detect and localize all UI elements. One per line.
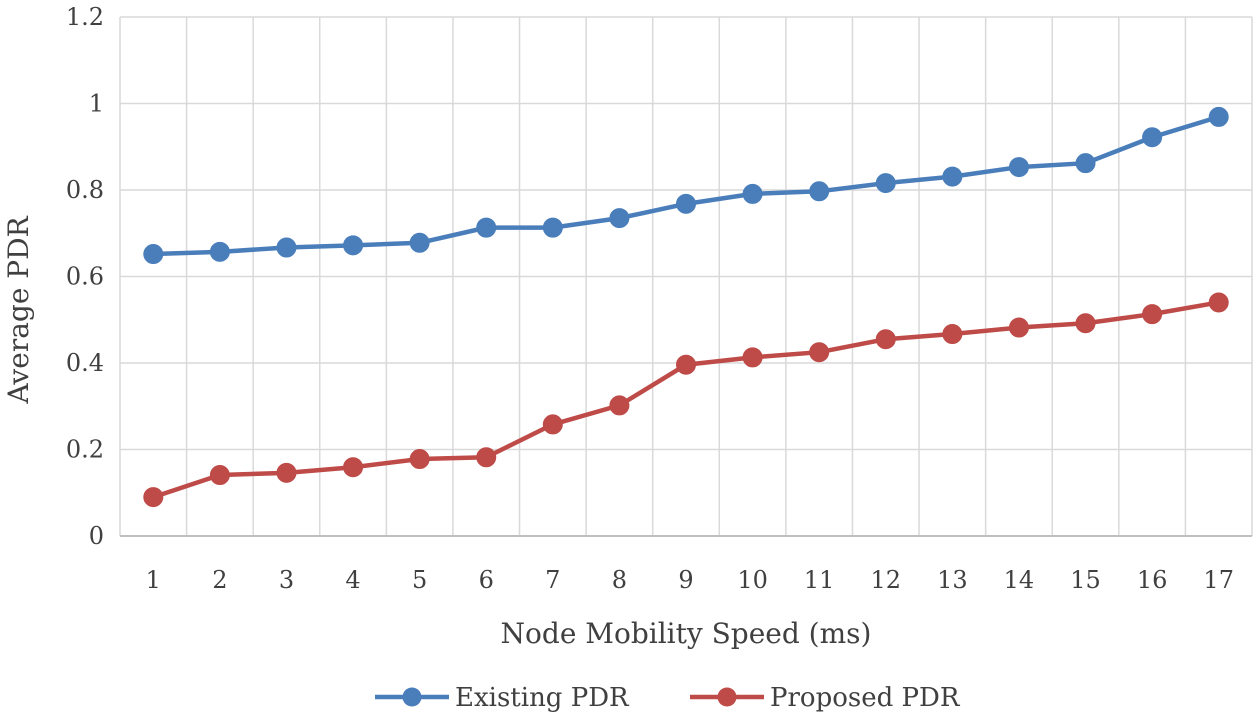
data-point [1008, 157, 1029, 178]
series-layer [143, 106, 1229, 508]
x-tick-label: 10 [737, 566, 768, 594]
x-tick-label: 6 [479, 566, 494, 594]
data-point [1008, 317, 1029, 338]
x-tick-label: 4 [345, 566, 360, 594]
data-point [809, 181, 830, 202]
y-axis-ticks: 0 0.2 0.4 0.6 0.8 1 1.2 [66, 3, 104, 550]
data-point [875, 173, 896, 194]
data-point [609, 395, 630, 416]
legend-label: Existing PDR [455, 683, 630, 713]
series-line [152, 300, 1220, 500]
series-line [153, 114, 1220, 257]
data-point [209, 465, 230, 486]
data-point [1075, 153, 1096, 174]
x-tick-label: 9 [678, 566, 693, 594]
data-point [542, 217, 563, 238]
data-point [542, 414, 563, 435]
data-point [409, 449, 430, 470]
x-tick-label: 17 [1203, 566, 1234, 594]
data-point [1208, 106, 1229, 127]
y-tick-label: 0.2 [66, 436, 104, 464]
data-point [343, 235, 364, 256]
x-axis-title: Node Mobility Speed (ms) [501, 617, 872, 650]
x-tick-label: 16 [1137, 566, 1168, 594]
data-point [676, 193, 696, 214]
data-point [1208, 292, 1229, 313]
x-tick-label: 3 [279, 566, 294, 594]
data-point [742, 347, 763, 368]
y-tick-label: 0 [89, 522, 104, 550]
data-point [1142, 304, 1163, 325]
x-tick-label: 13 [937, 566, 968, 594]
x-tick-label: 12 [870, 566, 901, 594]
data-point [609, 208, 630, 229]
data-point [942, 166, 963, 187]
legend-item: Proposed PDR [690, 683, 961, 713]
y-tick-label: 0.6 [66, 263, 104, 291]
data-point [1142, 127, 1163, 148]
legend-marker [717, 687, 737, 707]
x-tick-label: 7 [545, 566, 560, 594]
y-axis-title: Average PDR [2, 215, 35, 404]
x-tick-label: 5 [412, 566, 427, 594]
x-tick-label: 15 [1070, 566, 1101, 594]
data-point [942, 324, 963, 345]
data-point [276, 237, 297, 258]
x-tick-label: 11 [804, 566, 835, 594]
legend: Existing PDR Proposed PDR [375, 683, 961, 713]
legend-marker [402, 687, 422, 707]
series-proposed-pdr [143, 292, 1229, 508]
data-point [476, 217, 497, 238]
y-tick-label: 1 [89, 90, 104, 118]
data-point [809, 342, 830, 363]
y-tick-label: 1.2 [66, 3, 104, 31]
legend-item: Existing PDR [375, 683, 630, 713]
data-point [209, 241, 230, 262]
x-axis-ticks: 1 2 3 4 5 6 7 8 9 10 11 12 13 14 15 16 17 [146, 566, 1234, 594]
x-tick-label: 2 [212, 566, 227, 594]
data-point [276, 462, 297, 483]
legend-label: Proposed PDR [770, 683, 961, 713]
grid [119, 16, 1253, 537]
data-point [143, 487, 164, 508]
y-tick-label: 0.4 [66, 349, 104, 377]
series-existing-pdr [143, 106, 1229, 265]
data-point [476, 447, 497, 468]
y-tick-label: 0.8 [66, 176, 104, 204]
x-tick-label: 8 [612, 566, 627, 594]
data-point [343, 457, 364, 478]
data-point [676, 354, 696, 375]
x-tick-label: 1 [146, 566, 161, 594]
data-point [1075, 313, 1096, 334]
data-point [875, 329, 896, 350]
x-tick-label: 14 [1004, 566, 1035, 594]
data-point [742, 183, 763, 204]
data-point [409, 232, 430, 253]
data-point [143, 244, 164, 265]
